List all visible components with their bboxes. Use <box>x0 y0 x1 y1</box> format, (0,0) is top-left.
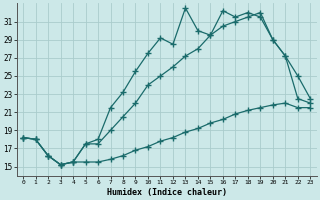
X-axis label: Humidex (Indice chaleur): Humidex (Indice chaleur) <box>107 188 227 197</box>
